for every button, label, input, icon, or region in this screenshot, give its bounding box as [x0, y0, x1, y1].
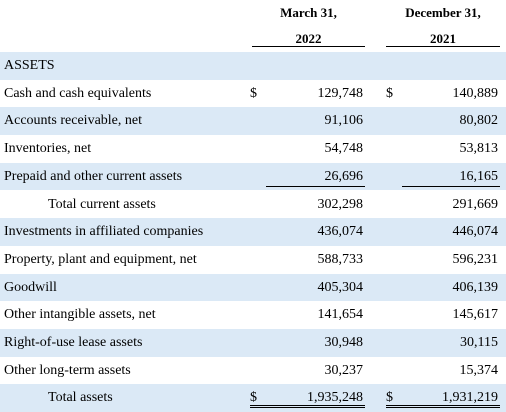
- value: 141,654: [317, 307, 364, 323]
- value-cell: 406,139: [386, 274, 500, 298]
- value: 588,733: [317, 251, 364, 267]
- column-header: March 31, 2022: [252, 0, 365, 47]
- table-row: Other long-term assets 30,237 15,374: [0, 357, 506, 385]
- value-cell: 30,115: [386, 329, 500, 353]
- value-cell: $140,889: [386, 80, 500, 104]
- value: 30,237: [324, 362, 364, 378]
- section-row: ASSETS: [0, 52, 506, 80]
- currency-symbol: $: [386, 384, 402, 409]
- value: 80,802: [459, 113, 499, 129]
- table-row: Investments in affiliated companies 436,0…: [0, 218, 506, 246]
- value: 30,948: [324, 335, 364, 350]
- section-label: ASSETS: [4, 58, 55, 73]
- value-cell: 141,654: [250, 301, 365, 325]
- currency-symbol: $: [250, 384, 266, 409]
- table-row: Prepaid and other current assets 26,696 16…: [0, 162, 506, 191]
- value: 26,696: [266, 163, 365, 187]
- row-label: Prepaid and other current assets: [4, 168, 183, 184]
- value-cell: 145,617: [386, 301, 500, 325]
- row-label: Property, plant and equipment, net: [4, 251, 197, 267]
- currency-symbol: $: [386, 85, 393, 101]
- value: 1,935,248: [266, 384, 365, 409]
- value: 1,931,219: [402, 384, 500, 409]
- row-label: Accounts receivable, net: [4, 113, 142, 129]
- row-label: Inventories, net: [4, 141, 92, 157]
- value: 145,617: [452, 307, 499, 323]
- value: 140,889: [452, 85, 499, 101]
- row-label: Goodwill: [4, 279, 57, 295]
- row-label: Right-of-use lease assets: [4, 335, 143, 350]
- row-label: Cash and cash equivalents: [4, 85, 152, 101]
- value-cell: 54,748: [250, 135, 365, 159]
- value-cell: 30,237: [250, 357, 365, 381]
- value-cell: 53,813: [386, 135, 500, 159]
- header-line: December 31,: [405, 5, 481, 20]
- table-row: Total assets $1,935,248 $1,931,219: [0, 384, 506, 412]
- value-cell: 446,074: [386, 218, 500, 242]
- header-line: March 31,: [280, 5, 337, 20]
- row-label: Investments in affiliated companies: [4, 224, 204, 240]
- row-label: Total current assets: [48, 196, 156, 212]
- value-cell: 302,298: [250, 191, 365, 215]
- table-row: Accounts receivable, net 91,106 80,802: [0, 107, 506, 136]
- column-header: December 31, 2021: [386, 0, 500, 47]
- value-cell: 291,669: [386, 191, 500, 215]
- value: 30,115: [460, 335, 498, 350]
- row-label: Total assets: [48, 390, 113, 406]
- value-cell: 588,733: [250, 246, 365, 270]
- table-row: Property, plant and equipment, net 588,73…: [0, 246, 506, 274]
- table-row: Right-of-use lease assets 30,948 30,115: [0, 329, 506, 357]
- value-cell: $1,931,219: [386, 384, 500, 409]
- value: 302,298: [317, 196, 364, 212]
- value-cell: 436,074: [250, 218, 365, 242]
- value: 405,304: [317, 279, 364, 295]
- value: 129,748: [317, 85, 364, 101]
- value-cell: 91,106: [250, 107, 365, 131]
- header-line: 2021: [430, 31, 456, 46]
- row-label: Other intangible assets, net: [4, 307, 156, 323]
- header-line: 2022: [295, 31, 322, 46]
- value: 596,231: [452, 251, 499, 267]
- value: 446,074: [452, 224, 499, 240]
- value-cell: 15,374: [386, 357, 500, 381]
- value: 53,813: [459, 141, 499, 157]
- value: 406,139: [452, 279, 499, 295]
- value: 15,374: [459, 362, 499, 378]
- currency-symbol: $: [250, 85, 257, 101]
- row-label: Other long-term assets: [4, 362, 131, 378]
- value: 54,748: [324, 141, 364, 157]
- table-row: Cash and cash equivalents $129,748 $140,88…: [0, 80, 506, 108]
- value-cell: 30,948: [250, 329, 365, 353]
- value: 291,669: [452, 196, 499, 212]
- value-cell: $1,935,248: [250, 384, 365, 409]
- table-row: Other intangible assets, net 141,654 145,6…: [0, 301, 506, 329]
- table-row: Goodwill 405,304 406,139: [0, 273, 506, 302]
- value: 91,106: [324, 113, 364, 129]
- value-cell: 26,696: [250, 163, 365, 187]
- table-row: Total current assets 302,298 291,669: [0, 191, 506, 219]
- value-cell: 405,304: [250, 274, 365, 298]
- value: 16,165: [402, 163, 500, 187]
- value-cell: 596,231: [386, 246, 500, 270]
- table-row: Inventories, net 54,748 53,813: [0, 135, 506, 163]
- value-cell: 16,165: [386, 163, 500, 187]
- value-cell: $129,748: [250, 80, 365, 104]
- value: 436,074: [317, 224, 364, 240]
- value-cell: 80,802: [386, 107, 500, 131]
